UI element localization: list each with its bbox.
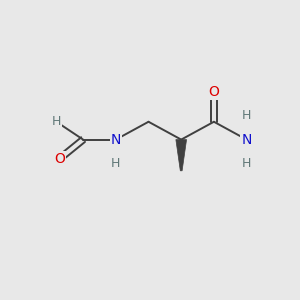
- Text: H: H: [242, 158, 251, 170]
- Polygon shape: [176, 140, 187, 171]
- Text: H: H: [242, 109, 251, 122]
- Text: O: O: [54, 152, 65, 166]
- Text: N: N: [111, 133, 121, 147]
- Text: O: O: [208, 85, 219, 99]
- Text: H: H: [111, 158, 121, 170]
- Text: N: N: [242, 133, 252, 147]
- Text: H: H: [52, 115, 61, 128]
